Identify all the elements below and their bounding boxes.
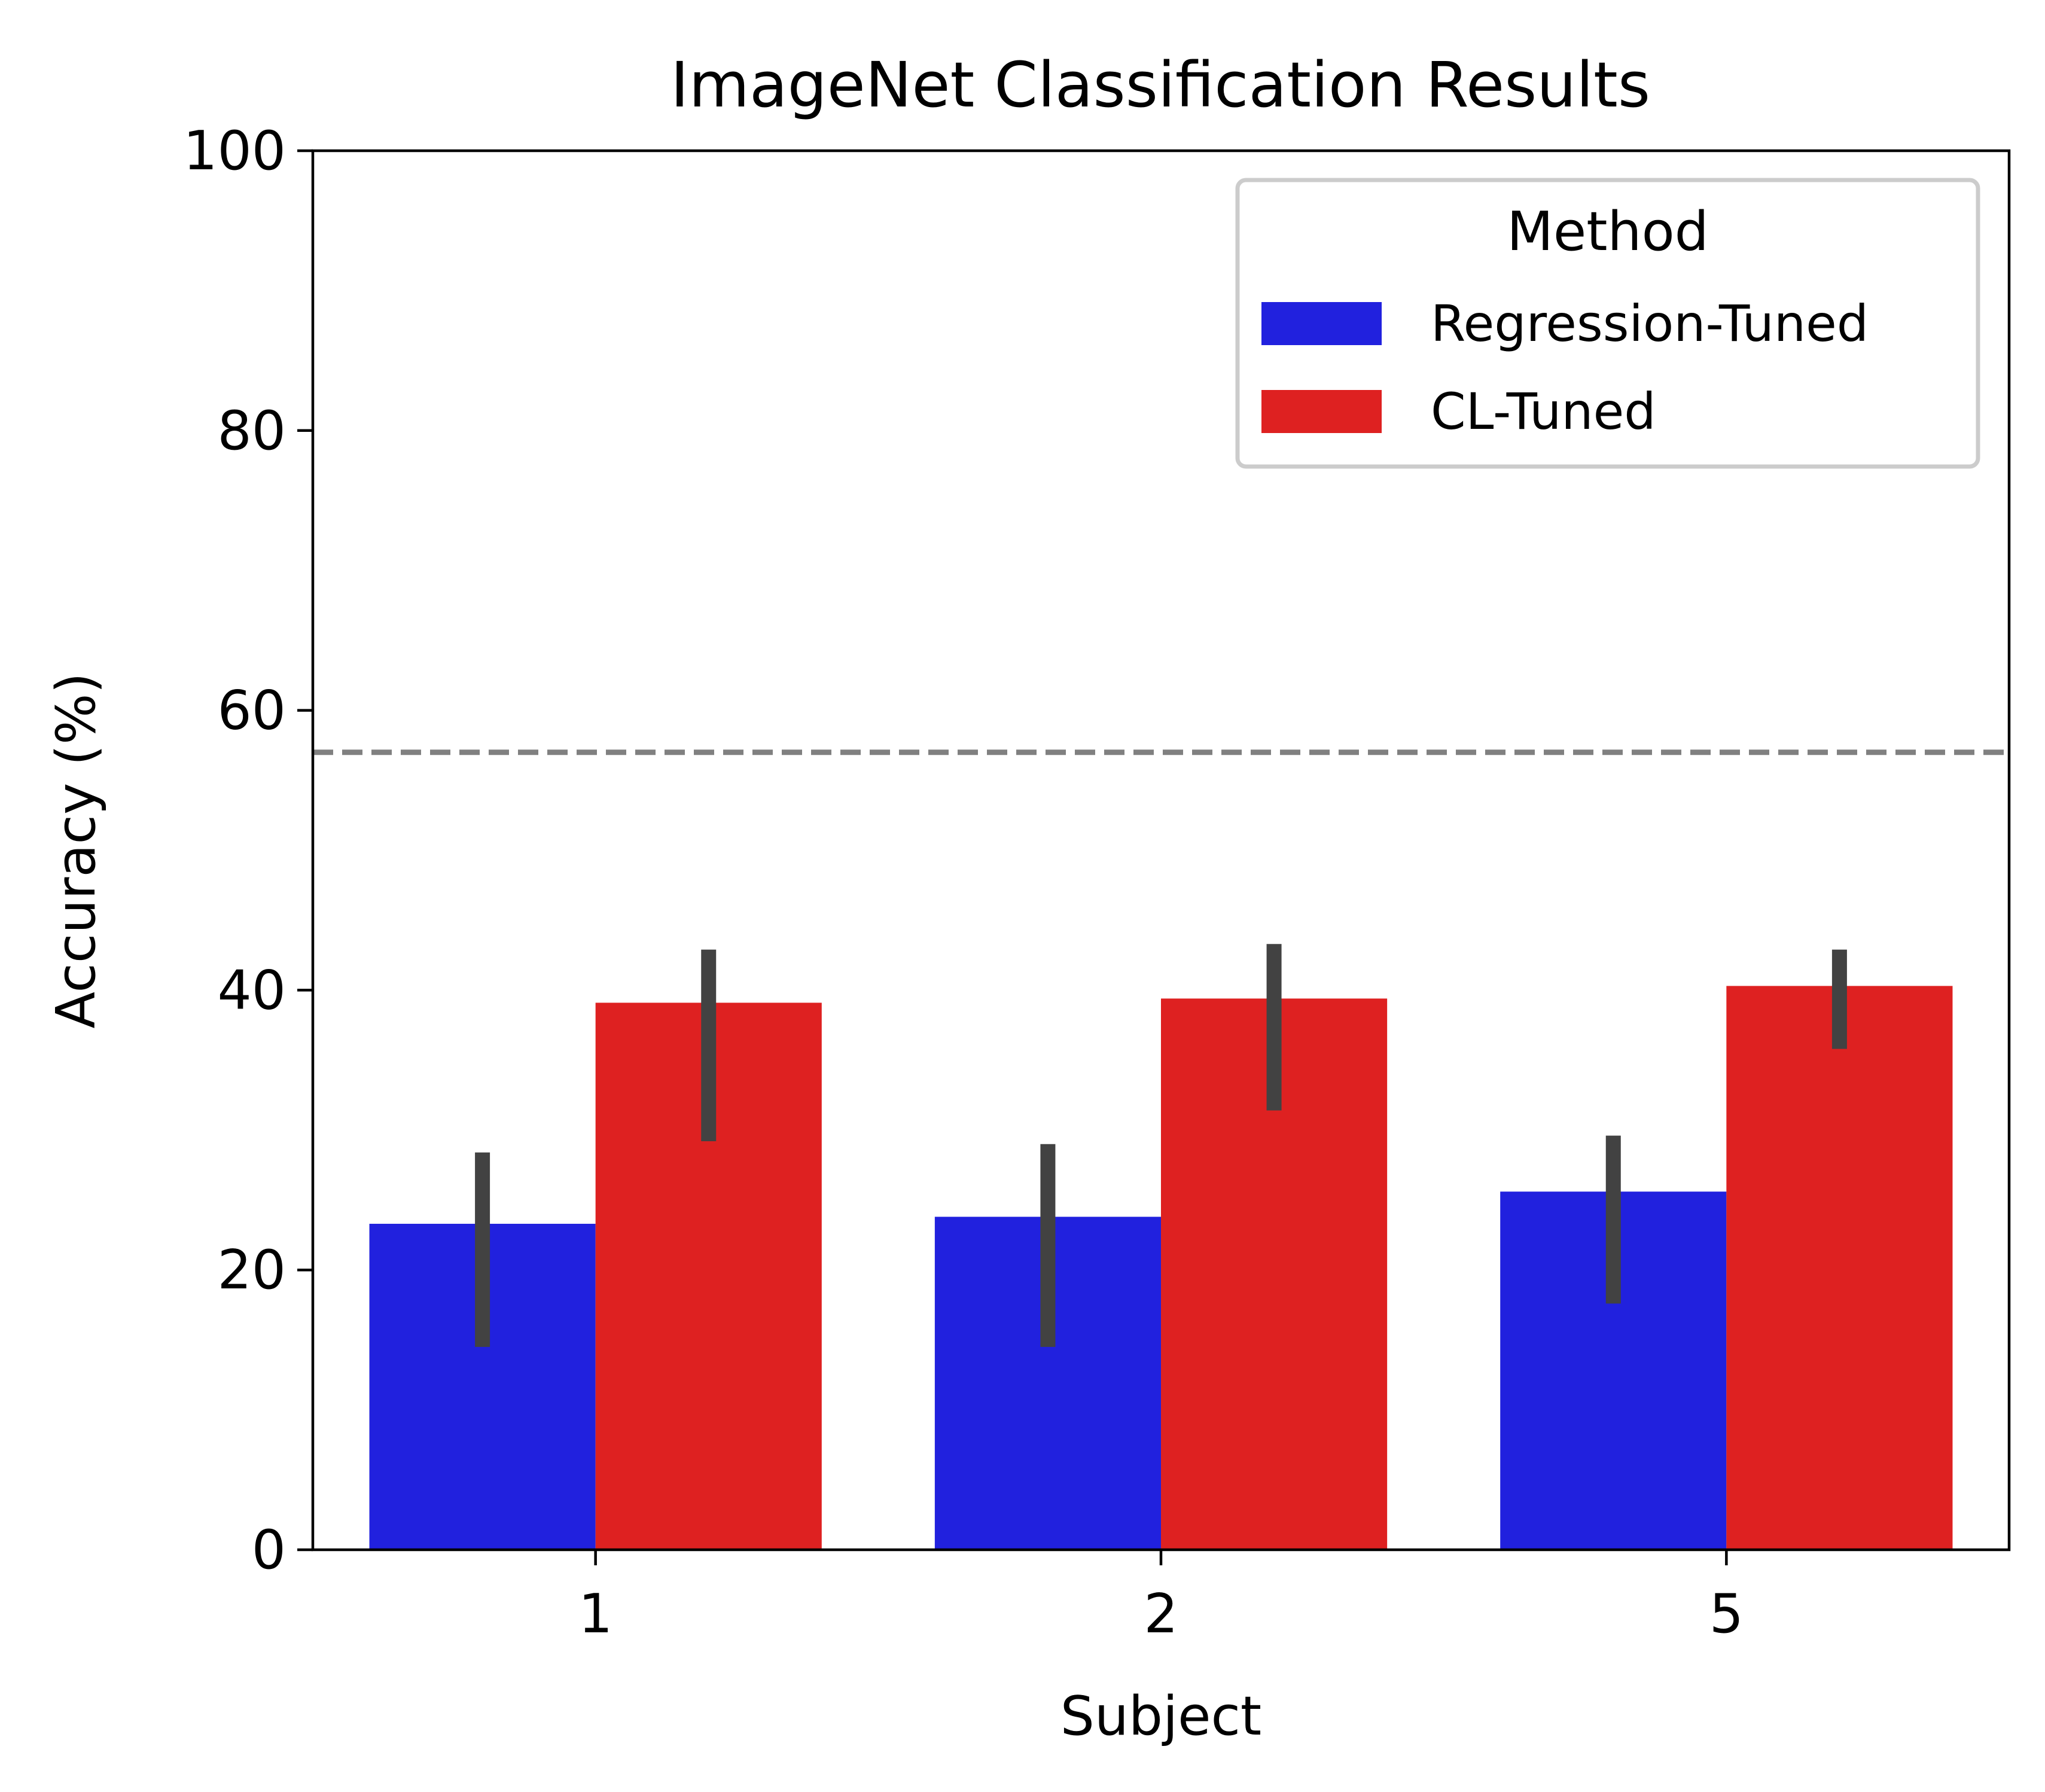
y-tick-label-80: 80 <box>217 400 286 462</box>
x-tick-label-2: 2 <box>1144 1583 1178 1645</box>
legend-title: Method <box>1507 200 1709 263</box>
legend-label-cl-tuned: CL-Tuned <box>1431 382 1656 441</box>
y-tick-label-20: 20 <box>217 1239 286 1302</box>
y-axis-label: Accuracy (%) <box>45 672 108 1028</box>
y-tick-label-40: 40 <box>217 959 286 1022</box>
bar-cl-tuned-5 <box>1726 986 1953 1550</box>
legend-label-regression-tuned: Regression-Tuned <box>1431 294 1869 353</box>
legend-box <box>1235 178 1980 469</box>
legend-swatch-regression-tuned <box>1261 302 1382 345</box>
legend: Method Regression-Tuned CL-Tuned <box>1235 178 1980 469</box>
chart-title: ImageNet Classification Results <box>671 48 1650 121</box>
y-tick-label-60: 60 <box>217 679 286 742</box>
y-tick-label-0: 0 <box>252 1519 286 1581</box>
y-tick-label-100: 100 <box>183 120 286 182</box>
x-tick-label-5: 5 <box>1709 1583 1744 1645</box>
plot-area <box>313 749 2009 1550</box>
axes-layer: 0 20 40 60 80 100 1 2 5 <box>183 120 1744 1645</box>
x-tick-label-1: 1 <box>578 1583 612 1645</box>
x-axis-label: Subject <box>1060 1685 1261 1748</box>
legend-swatch-cl-tuned <box>1261 390 1382 433</box>
